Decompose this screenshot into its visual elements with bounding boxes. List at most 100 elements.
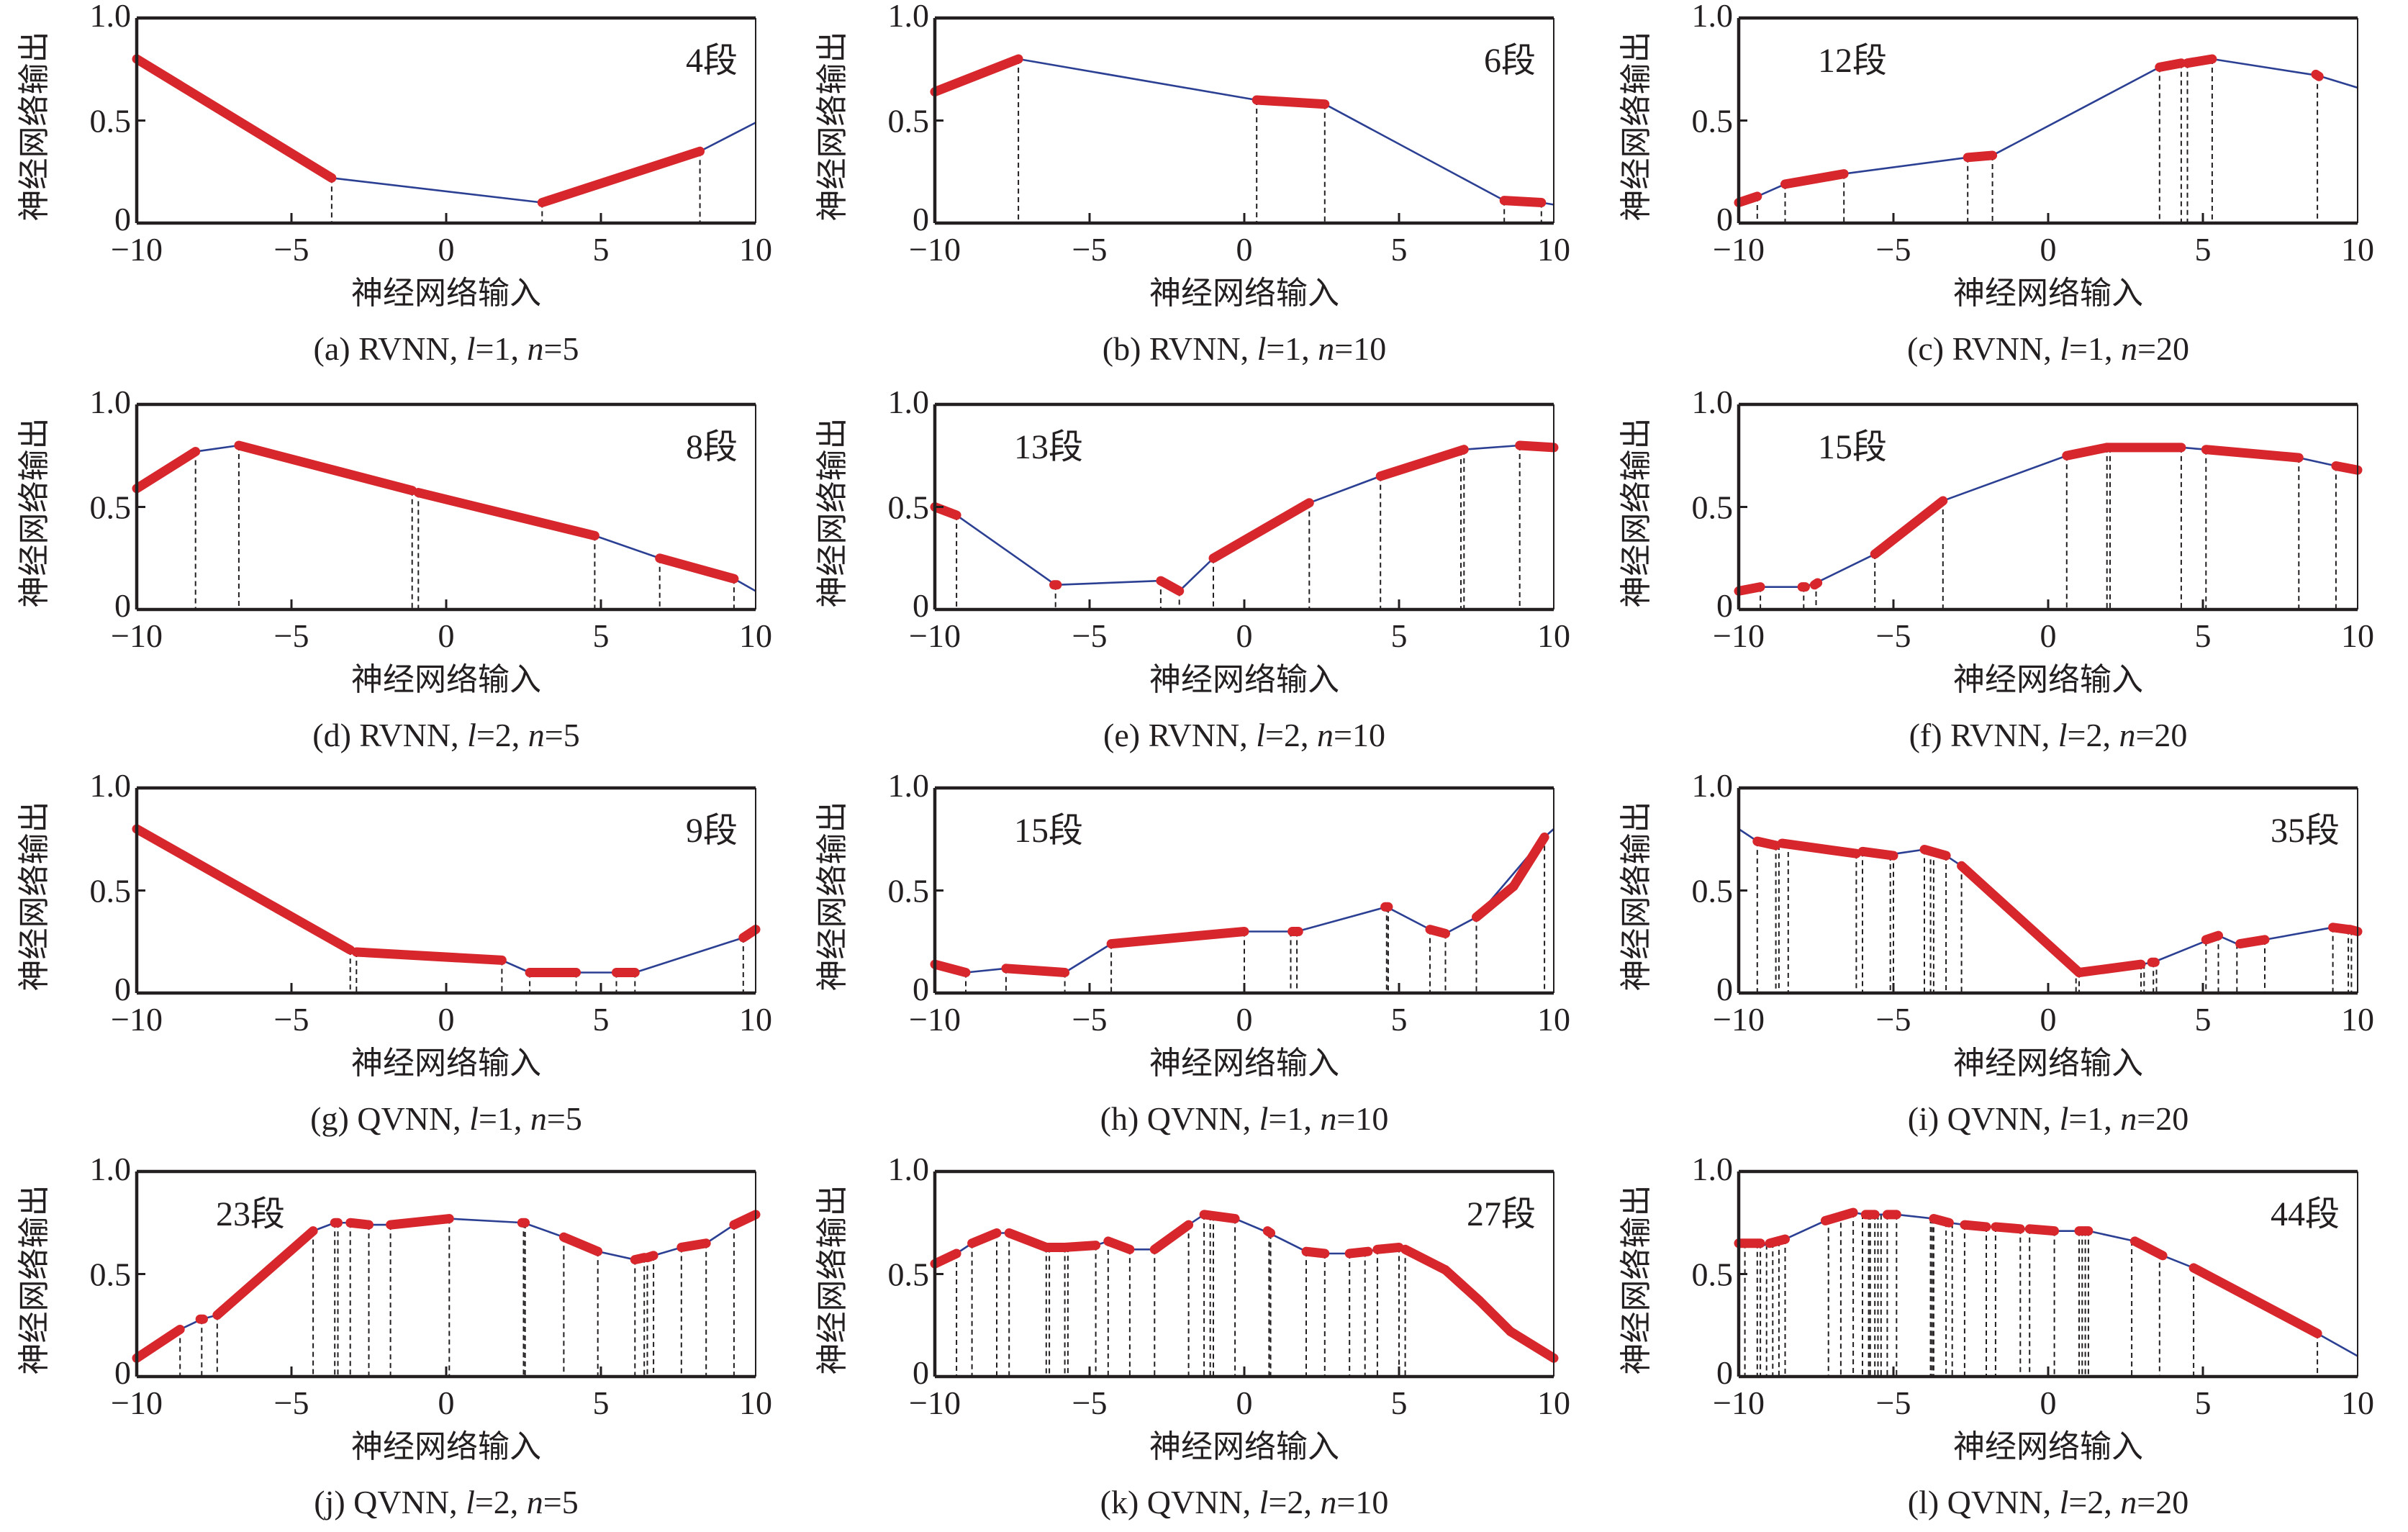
- caption-n-value: 20: [2155, 1100, 2189, 1137]
- caption-letter: (d): [312, 717, 351, 753]
- caption-n-symbol: n: [1320, 1484, 1336, 1520]
- highlight-segment: [2345, 925, 2363, 936]
- caption-eq: =: [1265, 717, 1284, 753]
- y-axis-label: 神经网络输出: [1619, 32, 1654, 222]
- segment-count-label: 6段: [1484, 42, 1536, 80]
- highlight-segment: [1425, 925, 1450, 938]
- highlight-segment: [1156, 576, 1185, 596]
- x-tick-label: 0: [438, 1001, 455, 1038]
- y-axis-label: 神经网络输出: [815, 32, 850, 222]
- y-tick-label: 0: [1716, 1354, 1733, 1391]
- x-tick-label: −5: [1876, 1001, 1911, 1038]
- segment-count-label: 15段: [1818, 428, 1887, 466]
- caption-sep: ,: [1243, 1484, 1259, 1520]
- y-axis-label: 神经网络输出: [17, 1185, 52, 1375]
- segment-count-label: 15段: [1014, 812, 1083, 850]
- panel-caption: (g) QVNN, l=1, n=5: [310, 1100, 582, 1137]
- y-tick-label: 0.5: [888, 489, 930, 526]
- caption-l-symbol: l: [466, 330, 476, 367]
- y-tick-label: 0.5: [90, 489, 132, 526]
- x-tick-label: 5: [2195, 1384, 2212, 1421]
- highlight-segment: [1820, 1207, 1858, 1225]
- breakpoint-lines: [179, 1218, 735, 1377]
- panel-caption: (j) QVNN, l=2, n=5: [314, 1484, 579, 1520]
- caption-n-value: 10: [1353, 330, 1386, 367]
- caption-space: [1139, 1100, 1147, 1137]
- highlight-segment: [930, 502, 961, 520]
- y-tick-label: 1.0: [888, 384, 930, 420]
- caption-sep: ,: [514, 1100, 530, 1137]
- caption-eq: =: [2135, 717, 2154, 753]
- x-tick-label: −10: [909, 1001, 961, 1038]
- highlight-segment: [1001, 964, 1070, 977]
- x-axis-label: 神经网络输入: [1149, 1429, 1339, 1464]
- x-tick-label: −5: [1072, 1001, 1108, 1038]
- y-tick-label: 0.5: [1692, 489, 1734, 526]
- highlight-segment: [132, 447, 201, 494]
- caption-model: QVNN: [1947, 1484, 2043, 1520]
- caption-l-symbol: l: [1256, 717, 1265, 753]
- caption-n-symbol: n: [1318, 330, 1334, 367]
- caption-sep: ,: [512, 717, 528, 753]
- caption-letter: (a): [314, 330, 350, 367]
- caption-eq: =: [543, 1484, 562, 1520]
- x-tick-label: 10: [1537, 231, 1570, 268]
- caption-l-value: 1: [1287, 1100, 1303, 1137]
- x-tick-label: 5: [593, 1001, 610, 1038]
- x-tick-label: 5: [2195, 231, 2212, 268]
- caption-sep: ,: [2104, 1100, 2120, 1137]
- y-tick-label: 0: [1716, 201, 1733, 237]
- highlight-segment: [1375, 445, 1469, 481]
- highlight-segment: [2024, 1224, 2060, 1236]
- network-output-curve: [136, 58, 756, 204]
- panel-caption: (k) QVNN, l=2, n=10: [1100, 1484, 1389, 1520]
- highlight-segment: [930, 959, 971, 977]
- caption-eq: =: [2137, 1100, 2155, 1137]
- x-tick-label: 0: [2040, 1001, 2057, 1038]
- caption-model: RVNN: [1950, 717, 2042, 753]
- highlight-segment: [1919, 845, 1951, 861]
- network-output-curve: [1738, 446, 2358, 592]
- highlight-segment: [738, 925, 761, 943]
- highlight-segment: [1960, 1220, 1991, 1232]
- x-tick-label: 5: [1391, 617, 1408, 654]
- caption-space: [1944, 330, 1952, 367]
- y-tick-label: 0: [913, 971, 929, 1007]
- highlight-segments: [930, 832, 1549, 977]
- highlight-segment: [1499, 196, 1547, 207]
- x-tick-label: 0: [438, 1384, 455, 1421]
- breakpoint-lines: [1744, 1213, 2319, 1377]
- x-tick-label: 10: [739, 617, 772, 654]
- caption-l-symbol: l: [2060, 1484, 2069, 1520]
- highlight-segment: [558, 1232, 603, 1256]
- x-tick-label: 5: [1391, 1384, 1408, 1421]
- network-output-curve: [136, 828, 756, 974]
- x-tick-label: 0: [1236, 1001, 1253, 1038]
- caption-letter: (f): [1909, 717, 1942, 753]
- x-tick-label: 5: [2195, 1001, 2212, 1038]
- x-tick-label: 0: [1236, 231, 1253, 268]
- caption-model: QVNN: [1147, 1484, 1243, 1520]
- highlight-segments: [1734, 443, 2363, 596]
- caption-sep: ,: [2102, 717, 2119, 753]
- y-tick-label: 0.5: [90, 873, 132, 910]
- caption-letter: (e): [1103, 717, 1140, 753]
- highlight-segment: [2129, 1236, 2168, 1261]
- caption-eq: =: [475, 1484, 494, 1520]
- panel-caption: (d) RVNN, l=2, n=5: [312, 717, 580, 753]
- caption-sep: ,: [450, 330, 466, 367]
- caption-l-value: 1: [494, 330, 511, 367]
- x-tick-label: 5: [1391, 231, 1408, 268]
- panel-caption: (f) RVNN, l=2, n=20: [1909, 717, 2188, 753]
- caption-eq: =: [1268, 1484, 1287, 1520]
- caption-l-symbol: l: [1257, 330, 1267, 367]
- x-tick-label: 0: [1236, 1384, 1253, 1421]
- caption-l-value: 2: [494, 1484, 510, 1520]
- y-tick-label: 0.5: [1692, 103, 1734, 140]
- segment-count-label: 8段: [686, 428, 738, 466]
- breakpoint-lines: [194, 445, 735, 609]
- y-axis-label: 神经网络输出: [17, 418, 52, 608]
- caption-sep: ,: [2043, 1484, 2060, 1520]
- x-tick-label: 10: [1537, 617, 1570, 654]
- caption-l-symbol: l: [1259, 1100, 1269, 1137]
